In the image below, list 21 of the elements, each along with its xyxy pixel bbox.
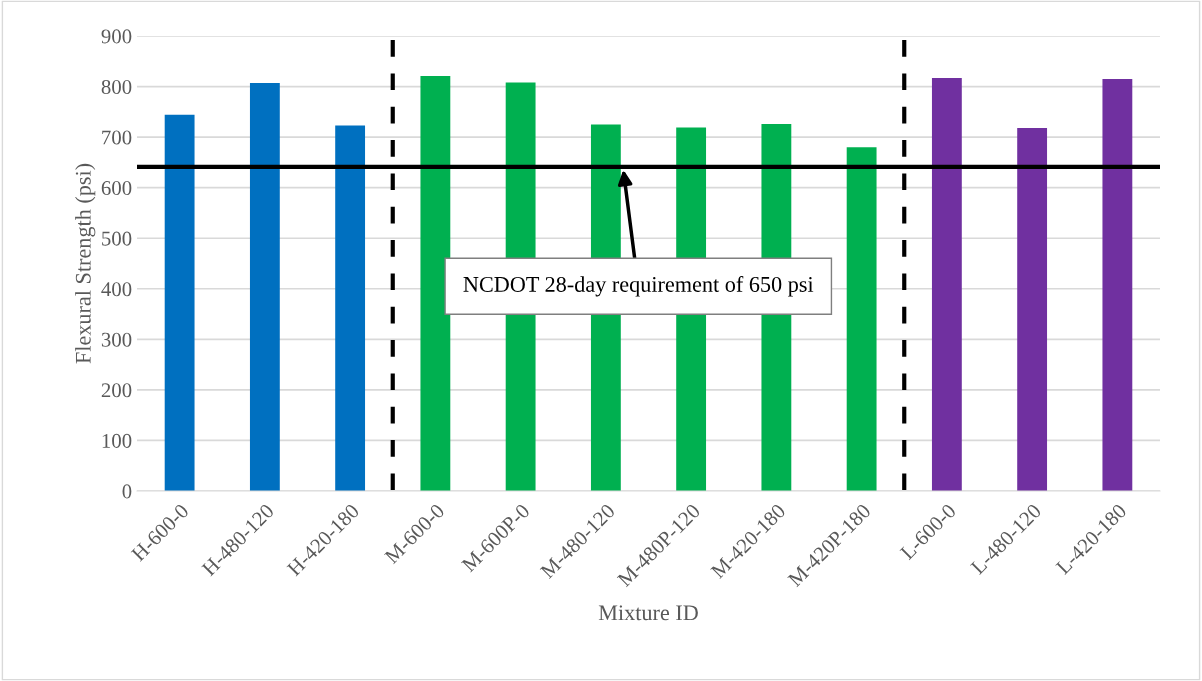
y-tick-label: 700 — [102, 130, 132, 145]
x-axis-title: Mixture ID — [598, 605, 698, 621]
y-tick-label: 300 — [101, 332, 132, 347]
bar — [846, 147, 877, 491]
y-tick-label: 500 — [102, 231, 132, 246]
bar — [1017, 128, 1048, 491]
y-tick-label: 200 — [101, 383, 132, 398]
bar — [1102, 78, 1133, 491]
bar — [420, 75, 451, 491]
y-tick-label: 600 — [101, 181, 132, 196]
bar — [931, 77, 962, 491]
ref-line-label: NCDOT 28-day requirement of 650 psi — [463, 276, 814, 297]
bar — [164, 114, 195, 491]
y-tick-label: 900 — [101, 29, 132, 44]
bar — [335, 125, 366, 491]
y-axis-title: Flexural Strength (psi) — [75, 163, 96, 364]
y-tick-label: 400 — [101, 282, 132, 297]
y-tick-label: 800 — [101, 79, 132, 94]
y-tick-label: 100 — [102, 433, 132, 448]
bar — [249, 83, 280, 491]
y-tick-label: 0 — [122, 484, 132, 499]
